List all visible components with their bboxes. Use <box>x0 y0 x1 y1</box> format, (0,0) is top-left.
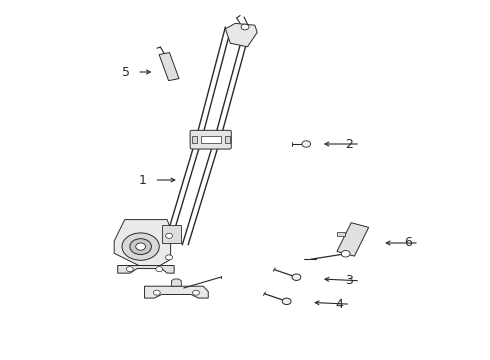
Polygon shape <box>145 286 208 298</box>
Text: 1: 1 <box>139 174 147 186</box>
Circle shape <box>153 290 160 295</box>
Circle shape <box>166 233 172 238</box>
Text: 4: 4 <box>335 298 343 311</box>
Text: 6: 6 <box>404 237 412 249</box>
Polygon shape <box>162 225 181 243</box>
Polygon shape <box>172 279 181 286</box>
Polygon shape <box>118 266 174 273</box>
Bar <box>192 136 197 143</box>
Polygon shape <box>225 23 257 47</box>
Circle shape <box>156 267 163 272</box>
FancyBboxPatch shape <box>190 130 231 149</box>
Circle shape <box>341 251 350 257</box>
Circle shape <box>166 255 172 260</box>
Circle shape <box>136 243 146 250</box>
Polygon shape <box>337 223 368 256</box>
Circle shape <box>302 141 311 147</box>
Text: 2: 2 <box>345 138 353 150</box>
Text: 5: 5 <box>122 66 130 78</box>
Text: 3: 3 <box>345 274 353 287</box>
Circle shape <box>241 24 249 30</box>
Circle shape <box>122 233 159 260</box>
Polygon shape <box>114 220 171 266</box>
Bar <box>225 136 230 143</box>
Circle shape <box>292 274 301 280</box>
Bar <box>201 136 220 143</box>
Polygon shape <box>337 232 345 237</box>
Circle shape <box>130 239 151 255</box>
Circle shape <box>193 290 199 295</box>
Circle shape <box>126 267 133 272</box>
Circle shape <box>282 298 291 305</box>
Polygon shape <box>159 53 179 81</box>
